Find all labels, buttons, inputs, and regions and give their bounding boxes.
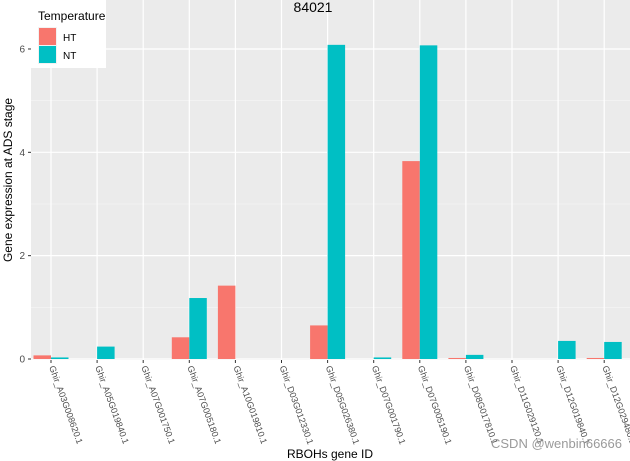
- bar-ht-ghir-a07g005180-1: [171, 337, 190, 359]
- y-tick-label: 6: [19, 44, 25, 55]
- x-tick-label: Ghir_D05G026380.1: [324, 364, 362, 445]
- bar-nt-ghir-a05g019840-1: [97, 346, 115, 359]
- legend-label-ht: HT: [63, 33, 76, 44]
- x-tick-label: Ghir_D12G019840.1: [554, 364, 592, 445]
- bar-ht-ghir-a10g019810-1: [217, 285, 236, 359]
- bar-nt-ghir-d05g026380-1: [327, 44, 346, 359]
- chart-title: 84021: [294, 0, 333, 15]
- legend-key-ht: [39, 28, 56, 45]
- bar-ht-ghir-d12g029480-1: [586, 357, 605, 359]
- x-tick-label: Ghir_A07G001750.1: [139, 364, 177, 445]
- x-tick-label: Ghir_A05G019840.1: [93, 364, 131, 445]
- y-axis: 0 2 4 6: [19, 44, 31, 366]
- y-axis-title: Gene expression at ADS stage: [1, 98, 15, 262]
- bar-ht-ghir-d07g005190-1: [402, 161, 420, 359]
- bars: [33, 44, 622, 359]
- legend-title: Temperature: [38, 9, 106, 23]
- bar-nt-ghir-a07g005180-1: [189, 298, 207, 359]
- bar-nt-ghir-a03g008620-1: [51, 357, 69, 359]
- bar-nt-ghir-d12g019840-1: [558, 340, 576, 359]
- x-tick-label: Ghir_D11G029120.1: [508, 364, 546, 445]
- x-tick-label: Ghir_D07G005190.1: [416, 364, 454, 445]
- x-tick-label: Ghir_D07G001790.1: [370, 364, 408, 445]
- x-axis: Ghir_A03G008620.1 Ghir_A05G019840.1 Ghir_A…: [47, 360, 630, 446]
- bar-nt-ghir-d07g001790-1: [373, 357, 392, 359]
- y-tick-label: 4: [19, 148, 25, 159]
- watermark: CSDN @wenbin66666: [491, 436, 622, 451]
- x-tick-label: Ghir_D03G012330.1: [278, 364, 316, 445]
- bar-nt-ghir-d12g029480-1: [604, 341, 622, 359]
- x-tick-label: Ghir_D08G017810.1: [462, 364, 500, 445]
- x-tick-label: Ghir_A07G005180.1: [185, 364, 223, 445]
- legend-label-nt: NT: [63, 51, 76, 62]
- x-axis-title: RBOHs gene ID: [287, 447, 373, 461]
- bar-ht-ghir-a03g008620-1: [33, 355, 51, 359]
- x-tick-label: Ghir_A10G019810.1: [232, 364, 270, 445]
- x-tick-label: Ghir_D12G029480.1: [600, 364, 630, 445]
- legend: Temperature HT NT: [31, 0, 106, 68]
- bar-nt-ghir-d08g017810-1: [465, 354, 484, 359]
- x-tick-label: Ghir_A03G008620.1: [47, 364, 85, 445]
- bar-ht-ghir-d08g017810-1: [448, 357, 466, 359]
- bar-nt-ghir-d07g005190-1: [419, 45, 438, 359]
- y-tick-label: 2: [19, 251, 25, 262]
- y-tick-label: 0: [19, 355, 25, 366]
- bar-ht-ghir-d05g026380-1: [310, 325, 328, 359]
- legend-key-nt: [39, 46, 56, 63]
